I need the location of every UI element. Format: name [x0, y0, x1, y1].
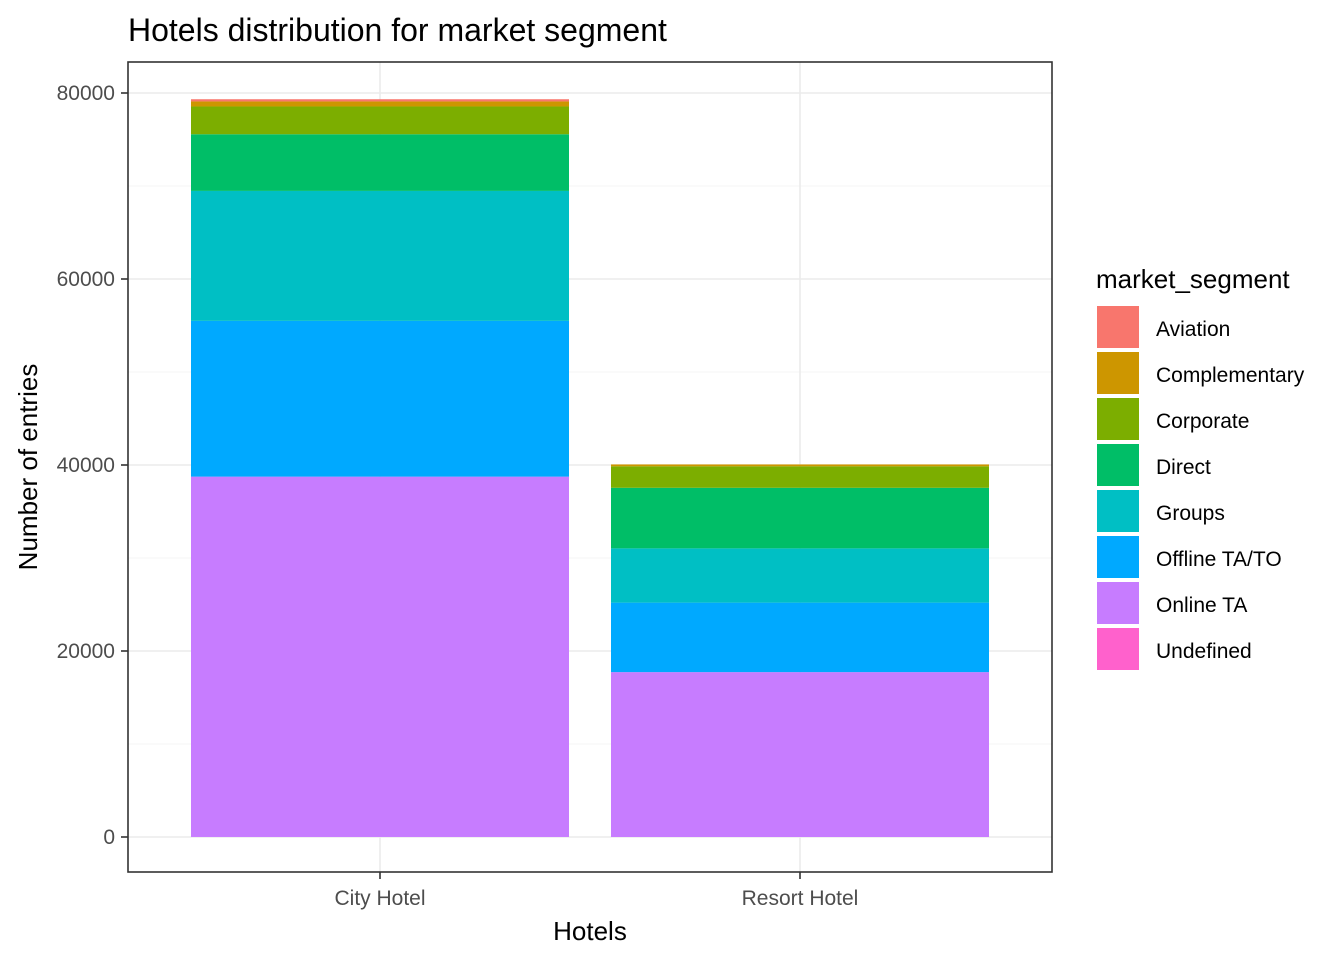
- x-tick-label: Resort Hotel: [742, 887, 859, 910]
- bar-segment: [191, 190, 569, 321]
- legend-label: Complementary: [1156, 364, 1305, 387]
- bar-segment: [191, 320, 569, 477]
- bar-segment: [191, 106, 569, 135]
- legend-key: [1097, 536, 1139, 578]
- bar-segment: [611, 466, 989, 488]
- legend-label: Offline TA/TO: [1156, 548, 1282, 571]
- legend-label: Groups: [1156, 502, 1225, 525]
- chart-title: Hotels distribution for market segment: [128, 12, 667, 48]
- legend-key: [1097, 398, 1139, 440]
- y-tick-label: 80000: [57, 82, 115, 105]
- legend-label: Aviation: [1156, 318, 1230, 341]
- bar-segment: [611, 672, 989, 837]
- y-tick-label: 40000: [57, 454, 115, 477]
- x-axis-title: Hotels: [553, 916, 627, 946]
- bar-segment: [191, 99, 569, 102]
- legend-key: [1097, 582, 1139, 624]
- legend-key: [1097, 490, 1139, 532]
- bar-segment: [611, 602, 989, 673]
- bar-segment: [191, 134, 569, 191]
- legend-label: Direct: [1156, 456, 1211, 479]
- legend-label: Online TA: [1156, 594, 1247, 617]
- y-axis-title: Number of entries: [13, 364, 43, 571]
- x-tick-label: City Hotel: [334, 887, 425, 910]
- bar-segment: [611, 487, 989, 549]
- bar-segment: [191, 476, 569, 837]
- legend: market_segment Aviation Complementary Corp…: [1096, 264, 1305, 670]
- y-tick-label: 0: [103, 826, 115, 849]
- bars-layer: [191, 99, 989, 837]
- panel-border: [127, 61, 1053, 873]
- bar-segment: [611, 464, 989, 467]
- y-axis: 0 20000 40000 60000 80000: [57, 82, 128, 849]
- legend-label: Corporate: [1156, 410, 1249, 433]
- x-axis: City Hotel Resort Hotel: [334, 872, 858, 910]
- legend-key: [1097, 628, 1139, 670]
- legend-key: [1097, 444, 1139, 486]
- legend-key: [1097, 352, 1139, 394]
- y-tick-label: 20000: [57, 640, 115, 663]
- bar-segment: [191, 101, 569, 107]
- legend-title: market_segment: [1096, 264, 1290, 294]
- y-tick-label: 60000: [57, 268, 115, 291]
- legend-label: Undefined: [1156, 640, 1252, 663]
- legend-key: [1097, 306, 1139, 348]
- bar-segment: [611, 548, 989, 603]
